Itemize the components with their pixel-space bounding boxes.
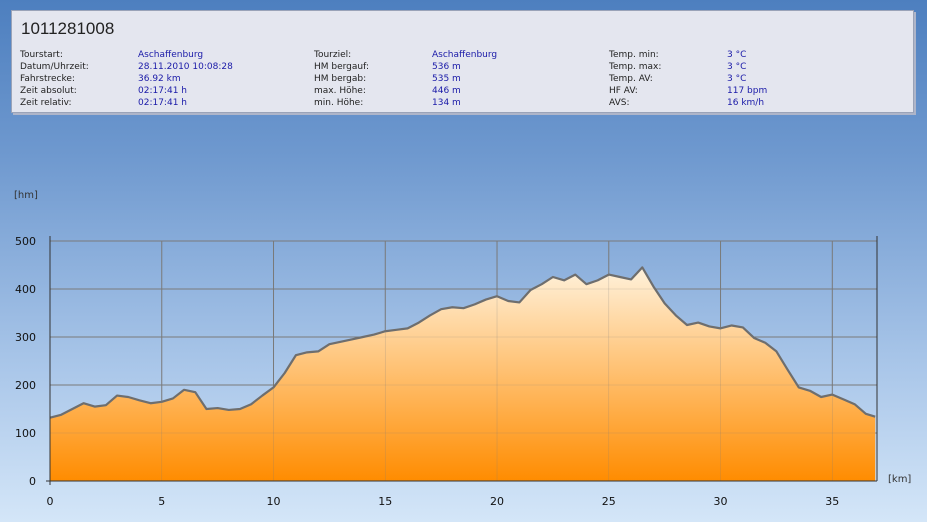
y-tick-label: 300	[15, 331, 36, 344]
info-value: 117 bpm	[727, 86, 768, 96]
info-value: Aschaffenburg	[138, 50, 204, 60]
y-tick-label: 100	[15, 427, 36, 440]
info-value: 536 m	[432, 62, 461, 72]
info-label: Datum/Uhrzeit:	[20, 62, 89, 72]
info-label: Fahrstrecke:	[20, 74, 75, 84]
info-value: 28.11.2010 10:08:28	[138, 62, 233, 72]
tour-title: 1011281008	[21, 19, 115, 38]
info-label: Temp. AV:	[609, 74, 653, 84]
info-value: 02:17:41 h	[138, 98, 187, 108]
x-tick-label: 20	[490, 495, 504, 508]
info-label: HF AV:	[609, 86, 638, 96]
info-label: min. Höhe:	[314, 98, 364, 108]
info-label: Tourstart:	[20, 50, 63, 60]
info-value: 134 m	[432, 98, 461, 108]
info-value: 3 °C	[727, 62, 747, 72]
info-value: 02:17:41 h	[138, 86, 187, 96]
x-tick-label: 0	[47, 495, 54, 508]
info-label: AVS:	[609, 98, 630, 108]
info-value: 535 m	[432, 74, 461, 84]
info-value: 36.92 km	[138, 74, 181, 84]
axis-layer: 0 100 200 300 400 500 0 5 10 15 20 25 30 35	[15, 235, 878, 508]
y-unit-label: [hm]	[14, 190, 38, 201]
x-unit-label: [km]	[888, 474, 911, 485]
x-tick-label: 15	[378, 495, 392, 508]
info-label: Temp. max:	[609, 62, 662, 72]
y-tick-label: 0	[29, 475, 36, 488]
x-tick-label: 5	[158, 495, 165, 508]
elevation-line	[49, 266, 876, 419]
x-tick-label: 10	[267, 495, 281, 508]
x-tick-label: 35	[825, 495, 839, 508]
y-tick-label: 200	[15, 379, 36, 392]
info-label: Tourziel:	[314, 50, 352, 60]
info-value: 446 m	[432, 86, 461, 96]
elevation-area	[50, 267, 876, 481]
info-value: 3 °C	[727, 50, 747, 60]
info-label: max. Höhe:	[314, 86, 366, 96]
info-label: HM bergab:	[314, 74, 367, 84]
info-label: Zeit absolut:	[20, 86, 77, 96]
tour-info-panel: 1011281008 Tourstart: Aschaffenburg Datum…	[11, 10, 914, 113]
info-value: 16 km/h	[727, 98, 765, 108]
info-label: Zeit relativ:	[20, 98, 72, 108]
info-label: Temp. min:	[609, 50, 659, 60]
x-tick-label: 30	[714, 495, 728, 508]
info-value: Aschaffenburg	[432, 50, 498, 60]
y-tick-label: 500	[15, 235, 36, 248]
y-tick-label: 400	[15, 283, 36, 296]
area-layer	[49, 240, 877, 482]
x-tick-label: 25	[602, 495, 616, 508]
info-value: 3 °C	[727, 74, 747, 84]
info-label: HM bergauf:	[314, 62, 369, 72]
